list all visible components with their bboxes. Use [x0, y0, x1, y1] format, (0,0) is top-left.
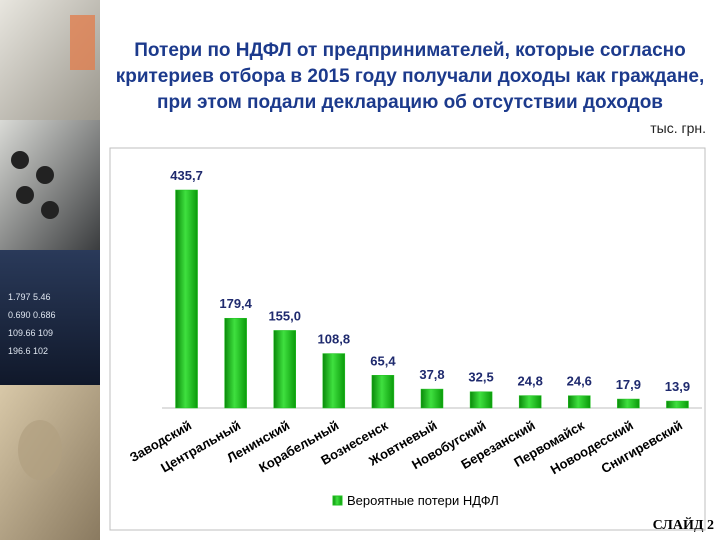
- bar: [568, 395, 591, 409]
- bar: [469, 391, 493, 409]
- bar: [617, 398, 640, 409]
- bar: [175, 189, 198, 409]
- value-label: 24,8: [518, 374, 543, 389]
- value-label: 179,4: [219, 296, 252, 311]
- plot-frame: [109, 147, 706, 531]
- x-tick-label: Новоодесский: [548, 418, 636, 478]
- svg-text:0.690 0.686: 0.690 0.686: [8, 310, 56, 320]
- bar: [420, 388, 444, 409]
- value-label: 435,7: [170, 168, 203, 183]
- value-label: 32,5: [468, 370, 493, 385]
- value-label: 13,9: [665, 379, 690, 394]
- legend-label: Вероятные потери НДФЛ: [347, 493, 499, 508]
- legend-swatch: [332, 495, 343, 506]
- value-label: 65,4: [370, 353, 396, 368]
- svg-text:1.797 5.46: 1.797 5.46: [8, 292, 51, 302]
- photo-strip: 1.797 5.46 0.690 0.686 109.66 109 196.6 102: [0, 0, 100, 540]
- value-label: 24,6: [567, 374, 592, 389]
- bar: [518, 395, 542, 409]
- svg-text:196.6 102: 196.6 102: [8, 346, 48, 356]
- bar: [666, 400, 689, 409]
- bar: [224, 317, 247, 409]
- value-label: 108,8: [318, 332, 351, 347]
- bar: [371, 375, 395, 409]
- svg-text:109.66 109: 109.66 109: [8, 328, 53, 338]
- title-line: Потери по НДФЛ от предпринимателей, кото…: [134, 40, 686, 61]
- unit-label: тыс. грн.: [650, 120, 706, 136]
- bar: [273, 330, 296, 409]
- value-label: 155,0: [268, 308, 301, 323]
- slide-number: СЛАЙД 2: [652, 518, 714, 533]
- value-label: 17,9: [616, 377, 641, 392]
- title-line: критериев отбора в 2015 году получали до…: [115, 66, 705, 87]
- bar: [322, 353, 346, 409]
- chart-title: Потери по НДФЛ от предпринимателей, кото…: [110, 38, 710, 116]
- value-label: 37,8: [419, 367, 444, 382]
- title-line: при этом подали декларацию об отсутствии…: [157, 92, 663, 113]
